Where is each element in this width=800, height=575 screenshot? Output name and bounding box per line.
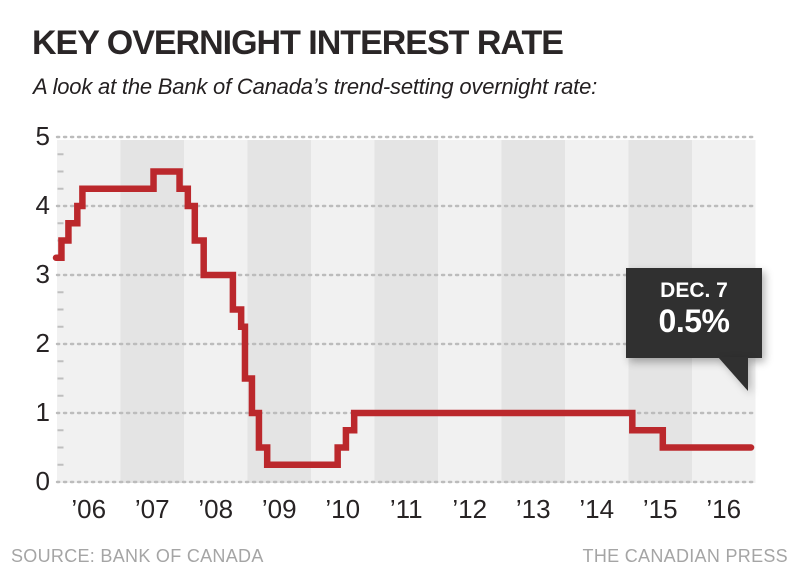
year-band — [438, 140, 502, 483]
year-band — [501, 140, 565, 483]
x-axis-label: ’15 — [642, 494, 678, 524]
x-axis-label: ’07 — [134, 494, 170, 524]
x-axis-label: ’06 — [71, 494, 107, 524]
x-axis-label: ’12 — [452, 494, 488, 524]
x-axis-label: ’13 — [515, 494, 551, 524]
press-credit: THE CANADIAN PRESS — [582, 546, 788, 566]
x-axis-label: ’14 — [579, 494, 615, 524]
y-axis-label: 0 — [35, 466, 50, 496]
year-band — [565, 140, 629, 483]
y-axis-label: 3 — [35, 259, 50, 289]
year-band — [120, 140, 184, 483]
rate-line — [52, 168, 755, 468]
callout-value: 0.5% — [658, 303, 730, 339]
x-axis-label: ’11 — [389, 494, 423, 524]
x-axis-label: ’09 — [261, 494, 297, 524]
y-axis-label: 1 — [35, 397, 50, 427]
callout-tail — [718, 357, 748, 391]
year-band — [57, 140, 121, 483]
x-axis-label: ’10 — [325, 494, 361, 524]
y-axis-label: 5 — [35, 121, 50, 151]
x-axis-label: ’16 — [706, 494, 742, 524]
page-title: KEY OVERNIGHT INTEREST RATE — [32, 24, 564, 62]
y-axis-label: 2 — [35, 328, 50, 358]
page-subtitle: A look at the Bank of Canada’s trend-set… — [33, 74, 598, 99]
year-band — [374, 140, 438, 483]
x-axis-label: ’08 — [198, 494, 234, 524]
year-band — [311, 140, 375, 483]
callout-bubble: DEC. 7 0.5% — [626, 268, 762, 358]
callout-date: DEC. 7 — [660, 279, 728, 302]
y-axis-label: 4 — [35, 190, 50, 220]
year-bands — [57, 140, 756, 483]
source-credit: SOURCE: BANK OF CANADA — [11, 546, 264, 566]
